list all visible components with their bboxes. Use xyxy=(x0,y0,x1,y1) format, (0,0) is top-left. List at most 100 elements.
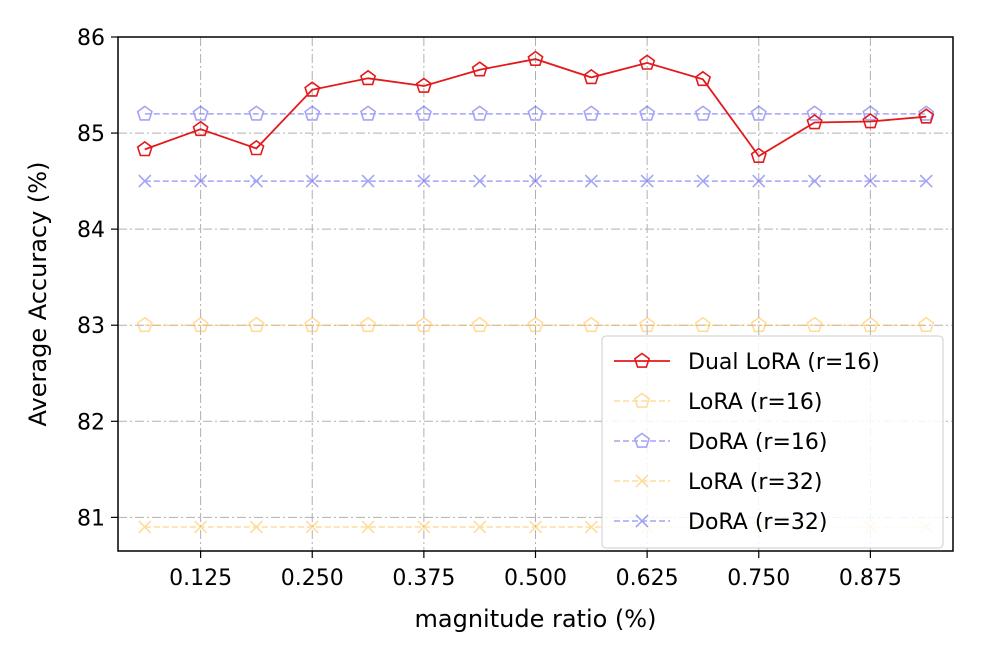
x-marker-stroke xyxy=(138,174,152,188)
data-point xyxy=(750,316,767,333)
data-point xyxy=(359,105,377,121)
legend-item xyxy=(614,352,670,368)
data-point xyxy=(639,54,656,70)
x-marker-stroke xyxy=(361,174,375,188)
x-marker-stroke xyxy=(635,474,649,488)
data-point xyxy=(862,105,879,121)
x-marker-stroke xyxy=(361,520,375,534)
data-point xyxy=(473,520,487,534)
x-marker-stroke xyxy=(249,174,263,188)
data-point xyxy=(248,105,265,121)
legend-box xyxy=(601,335,944,549)
data-point xyxy=(918,105,935,121)
legend: Dual LoRA (r=16) LoRA (r=16) DoRA (r=16) Lo… xyxy=(601,335,944,549)
y-tick-label: 82 xyxy=(77,410,105,435)
legend-item xyxy=(614,474,670,488)
x-marker-stroke xyxy=(919,174,933,188)
x-marker-stroke xyxy=(635,514,649,528)
data-point xyxy=(305,174,319,188)
x-marker-stroke xyxy=(473,174,487,188)
x-marker-stroke xyxy=(528,520,543,534)
data-point xyxy=(750,147,767,163)
data-point xyxy=(192,316,209,333)
data-point xyxy=(806,316,823,333)
series-1 xyxy=(136,316,935,333)
x-marker-stroke xyxy=(417,520,431,534)
x-marker-stroke xyxy=(696,174,710,188)
x-tick-label: 0.250 xyxy=(281,566,344,591)
data-point xyxy=(473,174,487,188)
x-tick-label: 0.625 xyxy=(616,566,679,591)
data-point xyxy=(471,61,488,77)
legend-label: Dual LoRA (r=16) xyxy=(688,350,880,375)
data-point xyxy=(694,105,712,121)
data-point xyxy=(584,520,598,534)
x-marker-stroke xyxy=(752,174,766,188)
data-point xyxy=(359,316,377,333)
legend-label: LoRA (r=32) xyxy=(688,470,822,495)
data-point xyxy=(415,316,432,333)
data-point xyxy=(417,520,431,534)
legend-marker xyxy=(633,432,651,448)
data-point xyxy=(808,174,822,188)
data-point xyxy=(752,174,766,188)
y-tick-label: 84 xyxy=(77,218,105,243)
x-marker-stroke xyxy=(194,174,208,188)
data-point xyxy=(696,174,710,188)
legend-marker xyxy=(635,514,649,528)
x-tick-label: 0.500 xyxy=(504,566,567,591)
legend-marker xyxy=(633,352,651,368)
data-point xyxy=(471,316,488,333)
data-point xyxy=(417,174,431,188)
data-point xyxy=(136,105,153,121)
x-marker-stroke xyxy=(528,174,543,188)
data-point xyxy=(249,520,263,534)
data-point xyxy=(305,520,319,534)
data-point xyxy=(138,520,152,534)
data-point xyxy=(527,105,544,121)
legend-label: DoRA (r=32) xyxy=(688,510,827,535)
data-point xyxy=(527,316,544,333)
data-point xyxy=(192,120,209,137)
data-point xyxy=(639,316,656,333)
y-tick-label: 85 xyxy=(77,122,105,147)
x-axis-label: magnitude ratio (%) xyxy=(415,605,657,633)
y-axis-label: Average Accuracy (%) xyxy=(24,162,52,427)
data-point xyxy=(863,174,877,188)
data-point xyxy=(527,50,544,66)
legend-marker xyxy=(633,392,651,408)
x-marker-stroke xyxy=(138,520,152,534)
x-marker-stroke xyxy=(640,174,654,188)
data-point xyxy=(583,316,600,333)
data-point xyxy=(528,174,543,188)
x-marker-stroke xyxy=(249,520,263,534)
x-marker-stroke xyxy=(808,174,822,188)
data-point xyxy=(918,108,935,124)
data-point xyxy=(194,520,208,534)
x-tick-label: 0.375 xyxy=(392,566,455,591)
legend-label: LoRA (r=16) xyxy=(688,390,822,415)
data-point xyxy=(136,140,153,157)
data-point xyxy=(138,174,152,188)
data-point xyxy=(640,174,654,188)
data-point xyxy=(361,520,375,534)
data-point xyxy=(415,105,432,121)
series-line xyxy=(144,58,927,158)
data-point xyxy=(750,105,767,121)
x-marker-stroke xyxy=(584,520,598,534)
data-point xyxy=(694,316,712,333)
data-point xyxy=(584,174,598,188)
data-point xyxy=(304,81,321,97)
data-point xyxy=(304,316,321,333)
data-point xyxy=(919,174,933,188)
data-point xyxy=(806,105,823,121)
data-point xyxy=(415,77,432,93)
data-point xyxy=(528,520,543,534)
legend-label: DoRA (r=16) xyxy=(688,430,827,455)
x-tick-label: 0.125 xyxy=(169,566,232,591)
data-point xyxy=(194,174,208,188)
data-point xyxy=(192,105,209,121)
x-marker-stroke xyxy=(473,520,487,534)
data-point xyxy=(361,174,375,188)
